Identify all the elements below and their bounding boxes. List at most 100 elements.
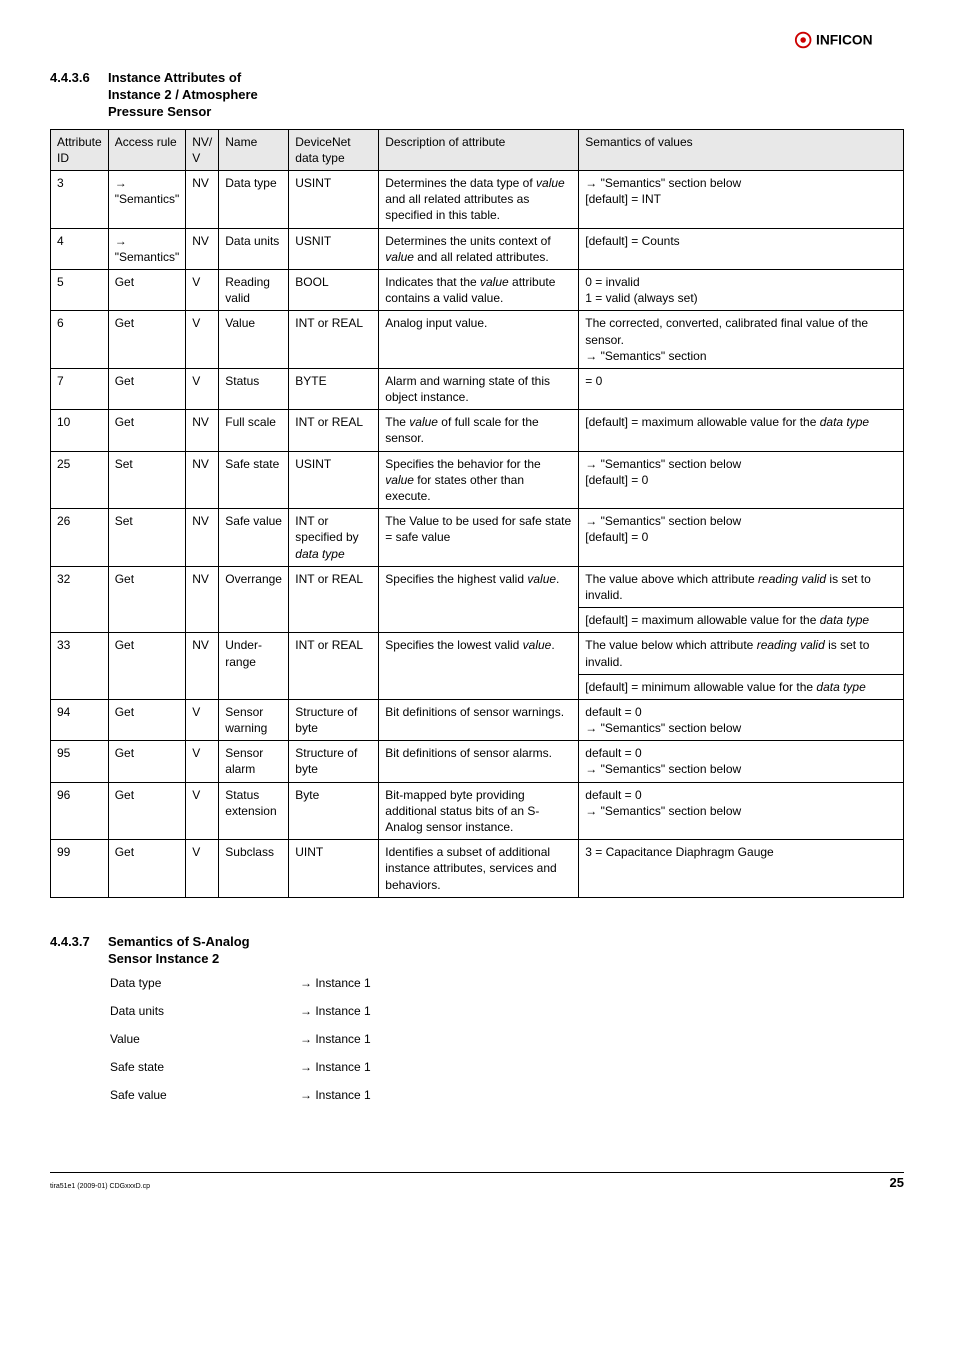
cell-sem: [default] = maximum allowable value for … — [579, 410, 904, 451]
cell-id: 5 — [51, 269, 109, 310]
cell-dtype: INT or REAL — [289, 633, 379, 700]
cell-sem: default = 0→ "Semantics" section below — [579, 782, 904, 840]
cell-dtype: Byte — [289, 782, 379, 840]
col-header-sem: Semantics of values — [579, 129, 904, 170]
col-header-nv: NV/V — [186, 129, 219, 170]
cell-desc: Alarm and warning state of this object i… — [379, 368, 579, 409]
cell-sem: [default] = minimum allowable value for … — [579, 674, 904, 699]
section-number: 4.4.3.6 — [50, 70, 108, 85]
cell-dtype: BOOL — [289, 269, 379, 310]
cell-access: Get — [108, 741, 186, 782]
cell-desc: Specifies the lowest valid value. — [379, 633, 579, 700]
cell-nv: NV — [186, 509, 219, 567]
cell-dtype: Structure of byte — [289, 741, 379, 782]
cell-id: 4 — [51, 228, 109, 269]
table-row: 32 Get NV Overrange INT or REAL Specifie… — [51, 566, 904, 607]
cell-desc: The value of full scale for the sensor. — [379, 410, 579, 451]
cell-desc: Bit definitions of sensor warnings. — [379, 699, 579, 740]
cell-id: 33 — [51, 633, 109, 700]
cell-desc: Identifies a subset of additional instan… — [379, 840, 579, 898]
table-row: 95 Get V Sensoralarm Structure of byte B… — [51, 741, 904, 782]
semantics-row: Safe state → Instance 1 — [110, 1060, 904, 1074]
cell-nv: V — [186, 782, 219, 840]
cell-name: Sensoralarm — [219, 741, 289, 782]
section-title-line1: Semantics of S-Analog — [108, 934, 250, 949]
cell-id: 94 — [51, 699, 109, 740]
cell-nv: V — [186, 311, 219, 369]
cell-name: Under-range — [219, 633, 289, 700]
table-row: 26 Set NV Safe value INT or specified by… — [51, 509, 904, 567]
semantics-row: Data type → Instance 1 — [110, 976, 904, 990]
semantics-label: Value — [110, 1032, 300, 1046]
semantics-list: Data type → Instance 1 Data units → Inst… — [110, 976, 904, 1102]
cell-access: →"Semantics" — [108, 171, 186, 229]
cell-nv: V — [186, 741, 219, 782]
cell-sem: → "Semantics" section below[default] = 0 — [579, 509, 904, 567]
cell-dtype: UINT — [289, 840, 379, 898]
cell-sem: The corrected, converted, calibrated fin… — [579, 311, 904, 369]
cell-sem: → "Semantics" section below[default] = I… — [579, 171, 904, 229]
cell-access: Get — [108, 840, 186, 898]
section-title: Instance Attributes of Instance 2 / Atmo… — [108, 70, 258, 121]
semantics-value: → Instance 1 — [300, 1032, 371, 1046]
cell-sem: = 0 — [579, 368, 904, 409]
section-title-line2: Sensor Instance 2 — [108, 951, 219, 966]
table-row: 4 →"Semantics" NV Data units USNIT Deter… — [51, 228, 904, 269]
cell-dtype: INT or specified by data type — [289, 509, 379, 567]
cell-name: Status — [219, 368, 289, 409]
semantics-value: → Instance 1 — [300, 1088, 371, 1102]
table-row: 25 Set NV Safe state USINT Specifies the… — [51, 451, 904, 509]
cell-nv: NV — [186, 633, 219, 700]
cell-name: Sensorwarning — [219, 699, 289, 740]
cell-sem: 3 = Capacitance Diaphragm Gauge — [579, 840, 904, 898]
cell-name: Data type — [219, 171, 289, 229]
cell-name: Safe state — [219, 451, 289, 509]
cell-id: 32 — [51, 566, 109, 633]
cell-desc: Specifies the highest valid value. — [379, 566, 579, 633]
cell-access: Set — [108, 509, 186, 567]
cell-name: Readingvalid — [219, 269, 289, 310]
cell-id: 7 — [51, 368, 109, 409]
cell-desc: Bit definitions of sensor alarms. — [379, 741, 579, 782]
cell-sem: 0 = invalid1 = valid (always set) — [579, 269, 904, 310]
cell-desc: Analog input value. — [379, 311, 579, 369]
cell-desc: Indicates that the value attribute conta… — [379, 269, 579, 310]
section-title-line1: Instance Attributes of — [108, 70, 241, 85]
col-header-name: Name — [219, 129, 289, 170]
section-number: 4.4.3.7 — [50, 934, 108, 949]
cell-access: Get — [108, 311, 186, 369]
section-4-4-3-7-heading: 4.4.3.7 Semantics of S-Analog Sensor Ins… — [50, 934, 904, 968]
cell-id: 96 — [51, 782, 109, 840]
semantics-row: Data units → Instance 1 — [110, 1004, 904, 1018]
cell-desc: Specifies the behavior for the value for… — [379, 451, 579, 509]
cell-desc: Determines the data type of value and al… — [379, 171, 579, 229]
cell-dtype: INT or REAL — [289, 311, 379, 369]
table-row: 7 Get V Status BYTE Alarm and warning st… — [51, 368, 904, 409]
col-header-dtype: DeviceNetdata type — [289, 129, 379, 170]
cell-id: 26 — [51, 509, 109, 567]
table-row: 94 Get V Sensorwarning Structure of byte… — [51, 699, 904, 740]
footer-doc-id: tira51e1 (2009-01) CDGxxxD.cp — [50, 1183, 150, 1190]
table-row: 99 Get V Subclass UINT Identifies a subs… — [51, 840, 904, 898]
semantics-label: Safe state — [110, 1060, 300, 1074]
semantics-label: Data type — [110, 976, 300, 990]
cell-name: Safe value — [219, 509, 289, 567]
semantics-value: → Instance 1 — [300, 1004, 371, 1018]
cell-dtype: BYTE — [289, 368, 379, 409]
cell-dtype: INT or REAL — [289, 566, 379, 633]
cell-access: Get — [108, 699, 186, 740]
cell-sem: [default] = maximum allowable value for … — [579, 608, 904, 633]
cell-nv: V — [186, 840, 219, 898]
cell-dtype: INT or REAL — [289, 410, 379, 451]
table-row: 96 Get V Statusextension Byte Bit-mapped… — [51, 782, 904, 840]
section-title-line3: Pressure Sensor — [108, 104, 211, 119]
semantics-row: Value → Instance 1 — [110, 1032, 904, 1046]
header-logo-row: INFICON — [50, 30, 904, 50]
cell-dtype: USINT — [289, 171, 379, 229]
table-row: 3 →"Semantics" NV Data type USINT Determ… — [51, 171, 904, 229]
cell-sem: The value below which attribute reading … — [579, 633, 904, 674]
cell-name: Full scale — [219, 410, 289, 451]
cell-access: Get — [108, 633, 186, 700]
cell-access: Set — [108, 451, 186, 509]
semantics-value: → Instance 1 — [300, 976, 371, 990]
